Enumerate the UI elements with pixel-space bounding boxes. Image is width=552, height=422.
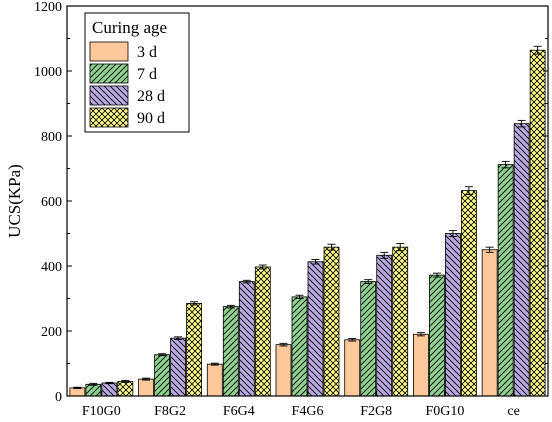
error-bar <box>448 230 457 237</box>
bar-F10G0-28d <box>101 382 118 397</box>
bar-F6G4-28d <box>238 281 255 397</box>
bar-ce-7d <box>497 164 514 397</box>
bar-F4G6-7d <box>291 296 308 397</box>
error-bar <box>295 294 304 299</box>
x-tick-label: F8G2 <box>154 404 186 419</box>
error-bar <box>311 259 320 265</box>
error-bar <box>416 332 425 337</box>
bars-layer <box>69 49 546 397</box>
bar-F0G10-7d <box>429 274 445 397</box>
legend-item: 90 d <box>89 107 165 128</box>
error-bar <box>364 279 373 284</box>
error-bar <box>533 45 542 55</box>
error-bar <box>396 243 405 252</box>
bar-F6G4-90d <box>254 266 271 397</box>
bar-F8G2-28d <box>170 337 186 397</box>
y-tick-label: 400 <box>41 260 62 275</box>
legend: Curing age 3 d 7 d 28 d 90 d <box>84 12 190 133</box>
error-bar <box>348 338 357 342</box>
error-bar <box>258 264 267 270</box>
error-bar <box>485 246 494 253</box>
y-tick-label: 200 <box>41 325 62 340</box>
legend-swatch <box>89 41 129 62</box>
axis-ticks <box>67 5 548 397</box>
error-bar <box>190 301 199 306</box>
x-tick-label: F6G4 <box>223 404 255 419</box>
legend-item: 3 d <box>89 41 157 62</box>
bar-F4G6-3d <box>275 344 292 397</box>
error-bar <box>142 377 151 381</box>
error-bar <box>121 379 130 383</box>
error-bar <box>279 342 288 347</box>
x-tick-label: ce <box>507 404 519 419</box>
error-bar <box>380 251 389 259</box>
bar-F4G6-90d <box>323 246 340 397</box>
bar-ce-3d <box>481 249 498 397</box>
bar-F8G2-7d <box>154 354 170 397</box>
legend-swatch <box>89 85 129 106</box>
bar-F0G10-3d <box>413 333 429 397</box>
y-tick-label: 600 <box>41 195 62 210</box>
x-tick-label: F2G8 <box>360 404 392 419</box>
bar-F6G4-7d <box>222 306 239 397</box>
bar-F10G0-3d <box>69 387 86 397</box>
x-tick-labels: F10G0 F8G2 F6G4 F4G6 F2G8 F0G10 ce <box>82 404 520 419</box>
bar-F6G4-3d <box>206 363 223 397</box>
error-bar <box>210 362 219 366</box>
error-bar <box>73 386 82 389</box>
y-tick-labels: 0 200 400 600 800 1000 1200 <box>34 0 62 405</box>
legend-item: 28 d <box>89 85 165 106</box>
y-tick-label: 1000 <box>34 65 62 80</box>
bar-F8G2-90d <box>186 302 202 397</box>
legend-swatch <box>89 63 129 84</box>
bar-F8G2-3d <box>138 378 154 397</box>
legend-item: 7 d <box>89 63 157 84</box>
error-bars-layer <box>73 45 542 389</box>
bar-F2G8-90d <box>392 246 409 397</box>
error-bar <box>517 119 526 128</box>
legend-title: Curing age <box>92 18 167 37</box>
error-bar <box>105 381 114 385</box>
x-tick-label: F0G10 <box>425 404 464 419</box>
legend-label: 90 d <box>137 110 165 127</box>
bar-F0G10-28d <box>445 233 461 397</box>
error-bar <box>501 160 510 169</box>
legend-label: 28 d <box>137 88 165 105</box>
error-bar <box>158 353 167 357</box>
y-tick-label: 1200 <box>34 0 62 15</box>
bar-F2G8-28d <box>376 254 393 397</box>
x-tick-label: F4G6 <box>292 404 324 419</box>
error-bar <box>89 382 98 386</box>
error-bar <box>432 272 441 278</box>
y-axis-label: UCS(KPa) <box>5 164 24 238</box>
legend-swatch <box>89 107 129 128</box>
bar-ce-28d <box>513 123 530 397</box>
error-bar <box>327 243 336 251</box>
bar-F2G8-3d <box>344 339 361 397</box>
bar-F2G8-7d <box>360 281 377 397</box>
legend-label: 3 d <box>137 44 157 61</box>
bar-F10G0-90d <box>117 380 134 397</box>
y-tick-label: 800 <box>41 130 62 145</box>
bar-F0G10-90d <box>461 190 477 397</box>
bar-ce-90d <box>529 49 546 397</box>
error-bar <box>464 186 473 195</box>
x-tick-label: F10G0 <box>82 404 121 419</box>
legend-items: 3 d 7 d 28 d 90 d <box>89 41 165 128</box>
legend-label: 7 d <box>137 66 157 83</box>
error-bar <box>174 336 183 340</box>
bar-F4G6-28d <box>307 261 324 397</box>
y-tick-label: 0 <box>55 390 62 405</box>
error-bar <box>226 304 235 309</box>
error-bar <box>242 279 251 284</box>
bar-F10G0-7d <box>85 383 102 397</box>
